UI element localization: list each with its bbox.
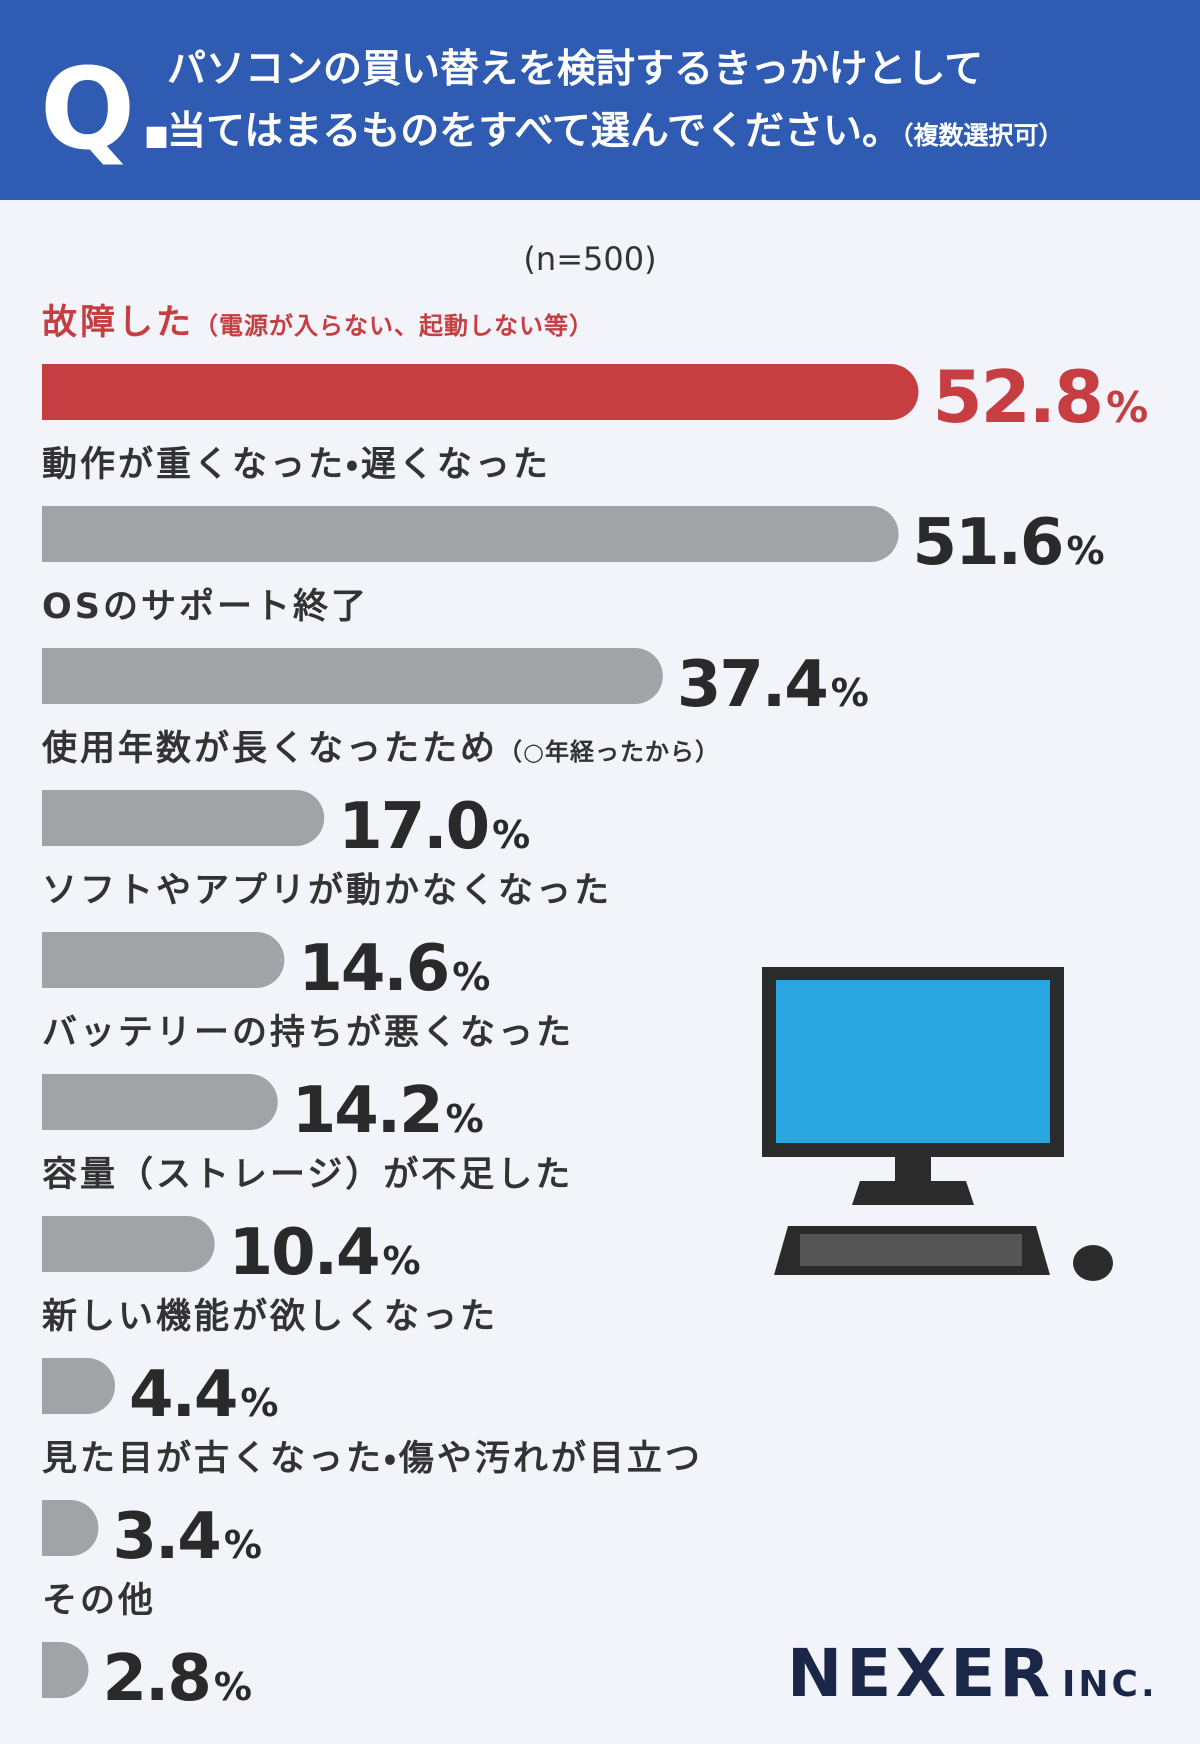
value-unit: % bbox=[831, 671, 869, 715]
bar bbox=[42, 506, 899, 562]
value-number: 2.8 bbox=[102, 1642, 209, 1716]
screen bbox=[776, 980, 1050, 1143]
category-name: バッテリーの持ちが悪くなった bbox=[42, 1013, 574, 1053]
category-label: 見た目が古くなった・傷や汚れが目立つ bbox=[42, 1439, 703, 1479]
value-unit: % bbox=[446, 1097, 484, 1141]
category-name: 見た目が古くなった・傷や汚れが目立つ bbox=[42, 1439, 703, 1479]
brand: NEXER bbox=[787, 1635, 1054, 1712]
bar bbox=[42, 648, 663, 704]
value-label: 10.4% bbox=[229, 1216, 421, 1290]
value-unit: % bbox=[1106, 383, 1148, 432]
value-number: 52.8 bbox=[932, 355, 1102, 439]
title-note: （複数選択可） bbox=[901, 121, 1064, 150]
value-number: 51.6 bbox=[913, 506, 1063, 580]
category-name: 動作が重くなった・遅くなった bbox=[42, 445, 551, 485]
value-unit: % bbox=[240, 1381, 278, 1425]
category-label: その他 bbox=[42, 1581, 156, 1621]
value-unit: % bbox=[214, 1665, 252, 1709]
value-number: 14.6 bbox=[298, 932, 448, 1006]
bar bbox=[42, 1074, 278, 1130]
value-label: 14.2% bbox=[292, 1074, 484, 1148]
bar bbox=[42, 364, 919, 420]
category-label: ソフトやアプリが動かなくなった bbox=[42, 871, 612, 911]
value-number: 3.4 bbox=[112, 1500, 219, 1574]
category-label: 使用年数が長くなったため（○年経ったから） bbox=[42, 729, 720, 769]
brand-suffix: INC. bbox=[1062, 1664, 1158, 1705]
bar bbox=[42, 1216, 215, 1272]
category-name: OSのサポート終了 bbox=[42, 586, 369, 627]
header-band bbox=[0, 0, 1200, 200]
value-label: 52.8% bbox=[932, 355, 1148, 439]
category-label: 故障した（電源が入らない、起動しない等） bbox=[42, 303, 594, 343]
value-label: 2.8% bbox=[102, 1642, 251, 1716]
category-name: 使用年数が長くなったため bbox=[42, 729, 498, 769]
value-label: 51.6% bbox=[913, 506, 1105, 580]
bar bbox=[42, 932, 285, 988]
value-number: 4.4 bbox=[129, 1358, 236, 1432]
question-label: Q. bbox=[40, 45, 178, 175]
value-number: 17.0 bbox=[338, 790, 488, 864]
bar bbox=[42, 1358, 116, 1414]
category-note: （電源が入らない、起動しない等） bbox=[194, 312, 594, 340]
bar bbox=[42, 1500, 99, 1556]
value-unit: % bbox=[1066, 529, 1104, 573]
computer-icon bbox=[762, 967, 1113, 1281]
category-name: ソフトやアプリが動かなくなった bbox=[42, 871, 612, 911]
value-label: 37.4% bbox=[677, 648, 869, 722]
chart-title: 当てはまるものをすべて選んでください。（複数選択可） bbox=[167, 109, 1064, 154]
value-unit: % bbox=[452, 955, 490, 999]
value-unit: % bbox=[224, 1523, 262, 1567]
value-number: 14.2 bbox=[292, 1074, 442, 1148]
value-unit: % bbox=[383, 1239, 421, 1283]
category-label: 新しい機能が欲しくなった bbox=[42, 1297, 498, 1337]
subtitle: (n=500) bbox=[523, 240, 656, 278]
category-label: 容量（ストレージ）が不足した bbox=[42, 1155, 573, 1195]
bar bbox=[42, 790, 325, 846]
value-number: 37.4 bbox=[677, 648, 827, 722]
category-name: 新しい機能が欲しくなった bbox=[42, 1297, 498, 1337]
value-label: 3.4% bbox=[112, 1500, 261, 1574]
category-name: 容量（ストレージ）が不足した bbox=[42, 1155, 573, 1195]
keys bbox=[800, 1234, 1022, 1266]
category-label: 動作が重くなった・遅くなった bbox=[42, 445, 551, 485]
value-unit: % bbox=[492, 813, 530, 857]
category-note: （○年経ったから） bbox=[498, 738, 720, 766]
value-label: 14.6% bbox=[298, 932, 490, 1006]
title-line: 当てはまるものをすべて選んでください。 bbox=[167, 109, 901, 154]
bar bbox=[42, 1642, 89, 1698]
stand bbox=[895, 1157, 931, 1181]
value-label: 4.4% bbox=[129, 1358, 278, 1432]
category-label: OSのサポート終了 bbox=[42, 586, 369, 627]
value-number: 10.4 bbox=[229, 1216, 379, 1290]
mouse bbox=[1073, 1245, 1113, 1281]
category-label: バッテリーの持ちが悪くなった bbox=[42, 1013, 574, 1053]
category-name: 故障した bbox=[42, 303, 194, 343]
stand-base bbox=[852, 1181, 974, 1205]
category-name: その他 bbox=[42, 1581, 156, 1621]
chart-title: パソコンの買い替えを検討するきっかけとして bbox=[167, 47, 983, 92]
value-label: 17.0% bbox=[338, 790, 530, 864]
